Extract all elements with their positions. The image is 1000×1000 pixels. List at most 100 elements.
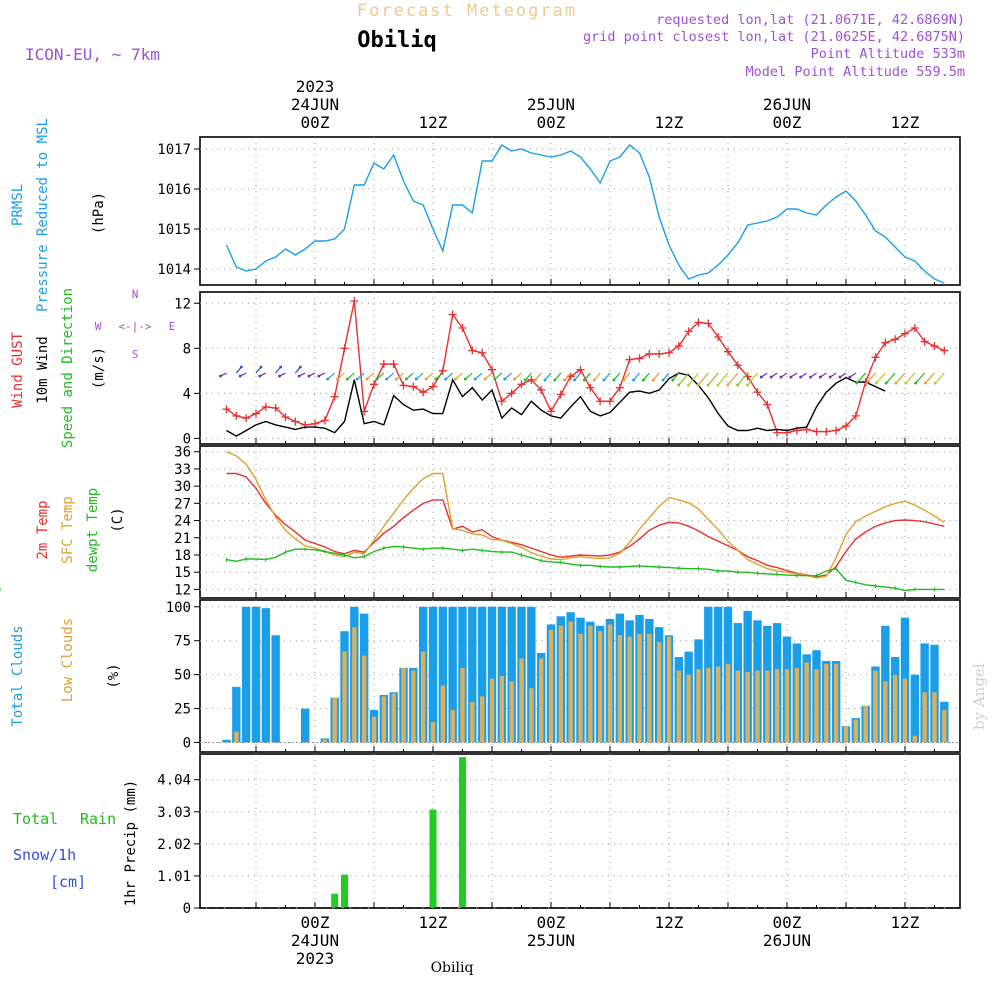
low-cloud-bar	[342, 651, 347, 743]
compass-arrow: <-|->	[118, 320, 151, 333]
wind-direction-arrow	[366, 372, 375, 380]
rain-bar	[340, 874, 348, 908]
gust-point-marker	[664, 348, 673, 357]
time-label-bottom: 12Z	[419, 913, 448, 932]
wind-direction-arrow	[415, 372, 424, 380]
rain-bar	[429, 809, 437, 908]
wind-direction-arrowhead	[759, 375, 763, 379]
low-cloud-bar	[922, 692, 927, 743]
wind-direction-arrowhead	[779, 375, 783, 379]
temp-series-dewpt-temp	[226, 545, 945, 592]
low-cloud-bar	[784, 669, 790, 743]
time-label-bottom: 2023	[296, 949, 335, 968]
time-label-bottom: 12Z	[655, 913, 684, 932]
wind-direction-arrowhead	[602, 378, 606, 382]
gust-point-marker	[556, 390, 565, 399]
wind-direction-arrowhead	[355, 377, 359, 381]
wind-direction-arrow	[534, 372, 542, 381]
wind-ytick-label: 12	[174, 296, 191, 312]
gust-point-marker	[871, 353, 880, 362]
total-cloud-bar	[438, 606, 448, 743]
total-cloud-bar	[241, 606, 251, 743]
total-cloud-bar	[271, 635, 280, 743]
gust-point-marker	[822, 427, 831, 436]
wind-direction-arrow	[376, 372, 385, 380]
model-label: ICON-EU, ~ 7km	[25, 45, 160, 64]
wind-direction-arrow	[474, 372, 483, 380]
pressure-axis-label: Pressure Reduced to MSL	[35, 118, 51, 312]
time-label-top: 24JUN	[291, 95, 339, 114]
time-label-bottom: 00Z	[301, 913, 330, 932]
low-cloud-bar	[470, 701, 475, 743]
time-label-top: 00Z	[537, 113, 566, 132]
wind-direction-arrow	[737, 372, 749, 386]
gust-point-marker	[615, 383, 624, 392]
low-cloud-bar	[558, 625, 564, 743]
wind-direction-arrowhead	[553, 378, 557, 382]
temp-ytick-label: 33	[174, 462, 191, 478]
gust-point-marker	[507, 389, 516, 398]
low-cloud-bar	[902, 678, 908, 743]
precip-ytick-label: 3.03	[157, 805, 191, 821]
low-cloud-bar	[774, 669, 780, 743]
wind-direction-arrow	[915, 372, 926, 384]
clouds-ytick-label: 75	[174, 634, 191, 650]
wind-axis-label: Wind GUST	[10, 332, 26, 408]
wind-direction-arrow	[662, 372, 670, 381]
low-cloud-bar	[686, 674, 691, 743]
clouds-axis-label: Low Clouds	[60, 618, 76, 702]
time-label-top: 00Z	[773, 113, 802, 132]
gust-point-marker	[920, 337, 929, 346]
wind-direction-arrow	[925, 372, 935, 384]
wind-direction-arrow	[583, 372, 591, 381]
gust-point-marker	[625, 355, 634, 364]
low-cloud-bar	[529, 688, 534, 743]
wind-direction-arrow	[564, 372, 572, 381]
gust-point-marker	[714, 333, 723, 342]
precip-frame	[199, 753, 961, 909]
wind-direction-arrowhead	[809, 375, 812, 379]
temp-axis-label: dewpt Temp	[85, 488, 101, 572]
gust-point-marker	[428, 382, 437, 391]
low-cloud-bar	[735, 670, 741, 743]
point-altitude: Point Altitude 533m	[811, 46, 965, 62]
temp-ytick-label: 12	[174, 582, 191, 598]
low-cloud-bar	[420, 651, 426, 743]
wind-direction-arrow	[603, 372, 611, 381]
gust-point-marker	[517, 380, 526, 389]
low-cloud-bar	[607, 624, 613, 743]
low-cloud-bar	[519, 658, 524, 743]
wind-direction-arrow	[866, 372, 876, 384]
watermark: by Angel	[970, 663, 988, 730]
gust-point-marker	[537, 385, 546, 394]
gust-point-marker	[891, 335, 900, 344]
gust-point-marker	[694, 318, 703, 327]
low-cloud-bar	[430, 722, 436, 743]
wind-direction-arrowhead	[789, 375, 793, 379]
wind-ytick-label: 0	[183, 431, 191, 447]
time-label-bottom: 25JUN	[527, 931, 575, 950]
temp-ytick-label: 24	[174, 514, 191, 530]
low-cloud-bar	[676, 670, 682, 743]
wind-direction-arrowhead	[298, 365, 302, 369]
time-label-top: 12Z	[655, 113, 684, 132]
low-cloud-bar	[715, 666, 721, 743]
low-cloud-bar	[479, 696, 485, 743]
wind-ytick-label: 4	[183, 386, 191, 402]
wind-direction-arrow	[613, 372, 621, 381]
low-cloud-bar	[666, 636, 672, 743]
wind-direction-arrow	[455, 372, 463, 380]
wind-direction-arrow	[895, 372, 906, 384]
time-label-bottom: 24JUN	[291, 931, 339, 950]
wind-direction-arrowhead	[924, 381, 927, 385]
low-cloud-bar	[932, 692, 937, 743]
wind-direction-arrowhead	[543, 378, 547, 382]
wind-direction-arrow	[396, 372, 404, 380]
wind-direction-arrow	[464, 372, 473, 380]
time-label-top: 12Z	[891, 113, 920, 132]
wind-direction-arrowhead	[818, 375, 822, 379]
wind-direction-arrowhead	[258, 374, 262, 378]
gust-point-marker	[655, 349, 664, 358]
wind-direction-arrowhead	[677, 383, 681, 387]
